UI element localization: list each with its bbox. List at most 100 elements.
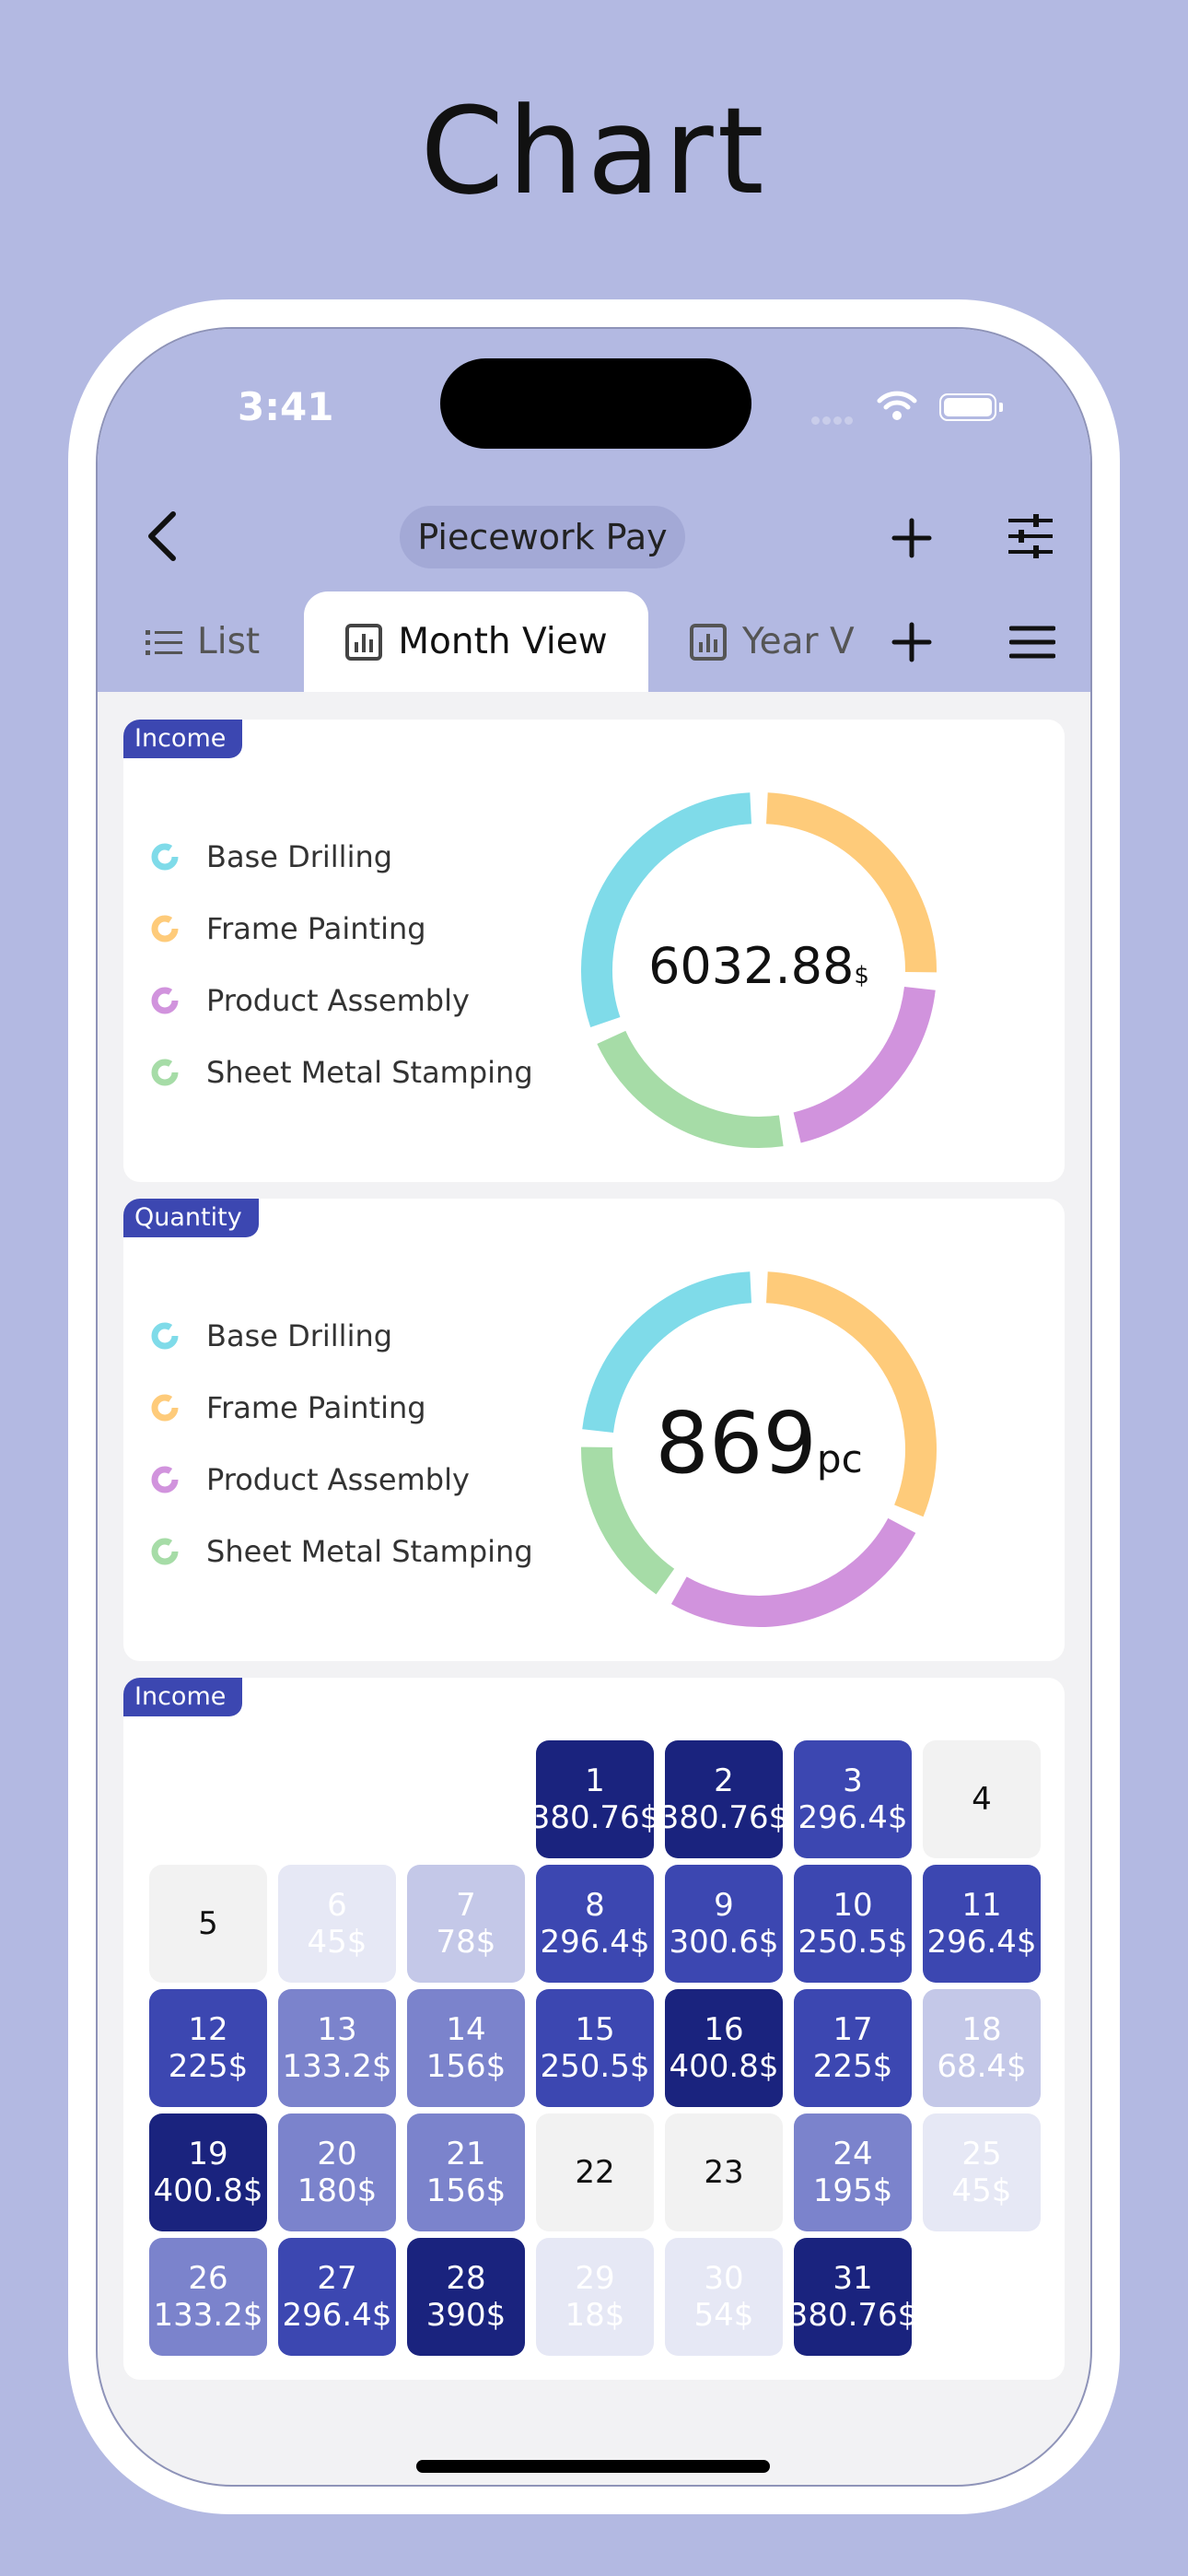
day-amount: 78$	[436, 1924, 496, 1961]
day-number: 12	[188, 2011, 228, 2048]
day-amount: 296.4$	[282, 2297, 392, 2334]
calendar-day[interactable]: 28 390$	[407, 2238, 525, 2356]
donut-slice-green	[581, 1446, 675, 1595]
add-tab-icon[interactable]	[891, 622, 932, 662]
donut-slice-green	[597, 1030, 784, 1148]
donut-slice-cyan	[581, 792, 752, 1027]
bar-chart-icon	[690, 623, 727, 661]
day-amount: 225$	[812, 2048, 893, 2085]
day-number: 27	[317, 2260, 357, 2297]
quantity-total-unit: pc	[816, 1436, 863, 1481]
legend-label: Sheet Metal Stamping	[206, 1055, 533, 1090]
income-total-unit: $	[854, 962, 869, 989]
calendar-day[interactable]: 5	[149, 1865, 267, 1983]
tab-list-label: List	[197, 621, 261, 662]
day-number: 7	[456, 1887, 476, 1924]
day-amount: 18$	[565, 2297, 625, 2334]
calendar-day[interactable]: 1 380.76$	[536, 1740, 654, 1858]
day-number: 21	[446, 2136, 486, 2172]
calendar-day[interactable]: 17 225$	[794, 1989, 912, 2107]
legend-label: Frame Painting	[206, 911, 426, 946]
legend-item: Product Assembly	[149, 965, 533, 1036]
add-icon[interactable]	[891, 518, 932, 558]
calendar-day[interactable]: 6 45$	[278, 1865, 396, 1983]
day-number: 9	[714, 1887, 734, 1924]
calendar-day[interactable]: 12 225$	[149, 1989, 267, 2107]
legend-item: Product Assembly	[149, 1444, 533, 1516]
day-number: 14	[446, 2011, 486, 2048]
menu-icon[interactable]	[1009, 625, 1055, 660]
tab-year-view-label: Year V	[742, 621, 855, 662]
wifi-icon	[877, 391, 917, 420]
day-number: 24	[833, 2136, 873, 2172]
list-icon	[146, 629, 182, 655]
day-amount: 156$	[425, 2048, 507, 2085]
day-amount: 380.76$	[665, 1799, 783, 1836]
calendar-day[interactable]: 15 250.5$	[536, 1989, 654, 2107]
legend-label: Product Assembly	[206, 1462, 470, 1497]
calendar-day[interactable]: 31 380.76$	[794, 2238, 912, 2356]
calendar-day[interactable]: 10 250.5$	[794, 1865, 912, 1983]
back-chevron-icon[interactable]	[144, 509, 181, 564]
calendar-day[interactable]: 8 296.4$	[536, 1865, 654, 1983]
calendar-day[interactable]: 24 195$	[794, 2113, 912, 2231]
day-number: 15	[575, 2011, 615, 2048]
calendar-day[interactable]: 13 133.2$	[278, 1989, 396, 2107]
legend-item: Base Drilling	[149, 1300, 533, 1372]
legend: Base Drilling Frame Painting Product Ass…	[149, 821, 533, 1108]
calendar-day[interactable]: 2 380.76$	[665, 1740, 783, 1858]
legend: Base Drilling Frame Painting Product Ass…	[149, 1300, 533, 1587]
calendar-day[interactable]: 11 296.4$	[923, 1865, 1041, 1983]
day-amount: 390$	[425, 2297, 507, 2334]
day-amount: 180$	[297, 2172, 378, 2209]
app-screen: 3:41 Piecework Pay	[96, 327, 1092, 2487]
day-number: 23	[704, 2154, 744, 2191]
calendar-day[interactable]: 18 68.4$	[923, 1989, 1041, 2107]
calendar-day[interactable]: 20 180$	[278, 2113, 396, 2231]
income-calendar-card: Income 1 380.76$ 2 380.76$ 3 296.4$ 4 5 6 45$ 7 78$…	[123, 1678, 1065, 2380]
calendar-day[interactable]: 26 133.2$	[149, 2238, 267, 2356]
screen-title-pill[interactable]: Piecework Pay	[400, 506, 685, 568]
legend-label: Product Assembly	[206, 983, 470, 1018]
day-amount: 296.4$	[926, 1924, 1037, 1961]
donut-slice-purple	[670, 1517, 916, 1627]
calendar-day[interactable]: 27 296.4$	[278, 2238, 396, 2356]
calendar-day[interactable]: 25 45$	[923, 2113, 1041, 2231]
calendar-day[interactable]: 30 54$	[665, 2238, 783, 2356]
calendar-day[interactable]: 23	[665, 2113, 783, 2231]
calendar-day[interactable]: 3 296.4$	[794, 1740, 912, 1858]
tab-year-view[interactable]: Year V	[689, 591, 860, 692]
day-amount: 250.5$	[540, 2048, 650, 2085]
legend-orange-icon	[151, 915, 179, 943]
filter-sliders-icon[interactable]	[1006, 513, 1055, 559]
legend-cyan-icon	[151, 843, 179, 871]
calendar-day[interactable]: 16 400.8$	[665, 1989, 783, 2107]
calendar-day[interactable]: 22	[536, 2113, 654, 2231]
calendar-day[interactable]: 14 156$	[407, 1989, 525, 2107]
donut-slice-orange	[765, 1271, 937, 1517]
day-amount: 296.4$	[798, 1799, 908, 1836]
legend-cyan-icon	[151, 1322, 179, 1350]
legend-green-icon	[151, 1059, 179, 1086]
calendar-day[interactable]: 19 400.8$	[149, 2113, 267, 2231]
calendar-day[interactable]: 4	[923, 1740, 1041, 1858]
tab-list[interactable]: List	[146, 591, 260, 692]
day-amount: 380.76$	[536, 1799, 654, 1836]
day-amount: 133.2$	[153, 2297, 263, 2334]
status-time: 3:41	[238, 384, 334, 429]
day-number: 22	[575, 2154, 615, 2191]
calendar-day[interactable]: 9 300.6$	[665, 1865, 783, 1983]
tab-month-view[interactable]: Month View	[304, 591, 648, 692]
quantity-total: 869pc	[577, 1394, 941, 1493]
day-number: 29	[575, 2260, 615, 2297]
donut-slice-purple	[793, 986, 936, 1143]
donut-slice-orange	[765, 792, 937, 973]
calendar-day[interactable]: 7 78$	[407, 1865, 525, 1983]
day-number: 2	[714, 1762, 734, 1799]
day-amount: 45$	[951, 2172, 1012, 2209]
calendar-day[interactable]: 21 156$	[407, 2113, 525, 2231]
battery-tip	[999, 403, 1003, 412]
day-number: 18	[961, 2011, 1002, 2048]
day-amount: 296.4$	[540, 1924, 650, 1961]
calendar-day[interactable]: 29 18$	[536, 2238, 654, 2356]
